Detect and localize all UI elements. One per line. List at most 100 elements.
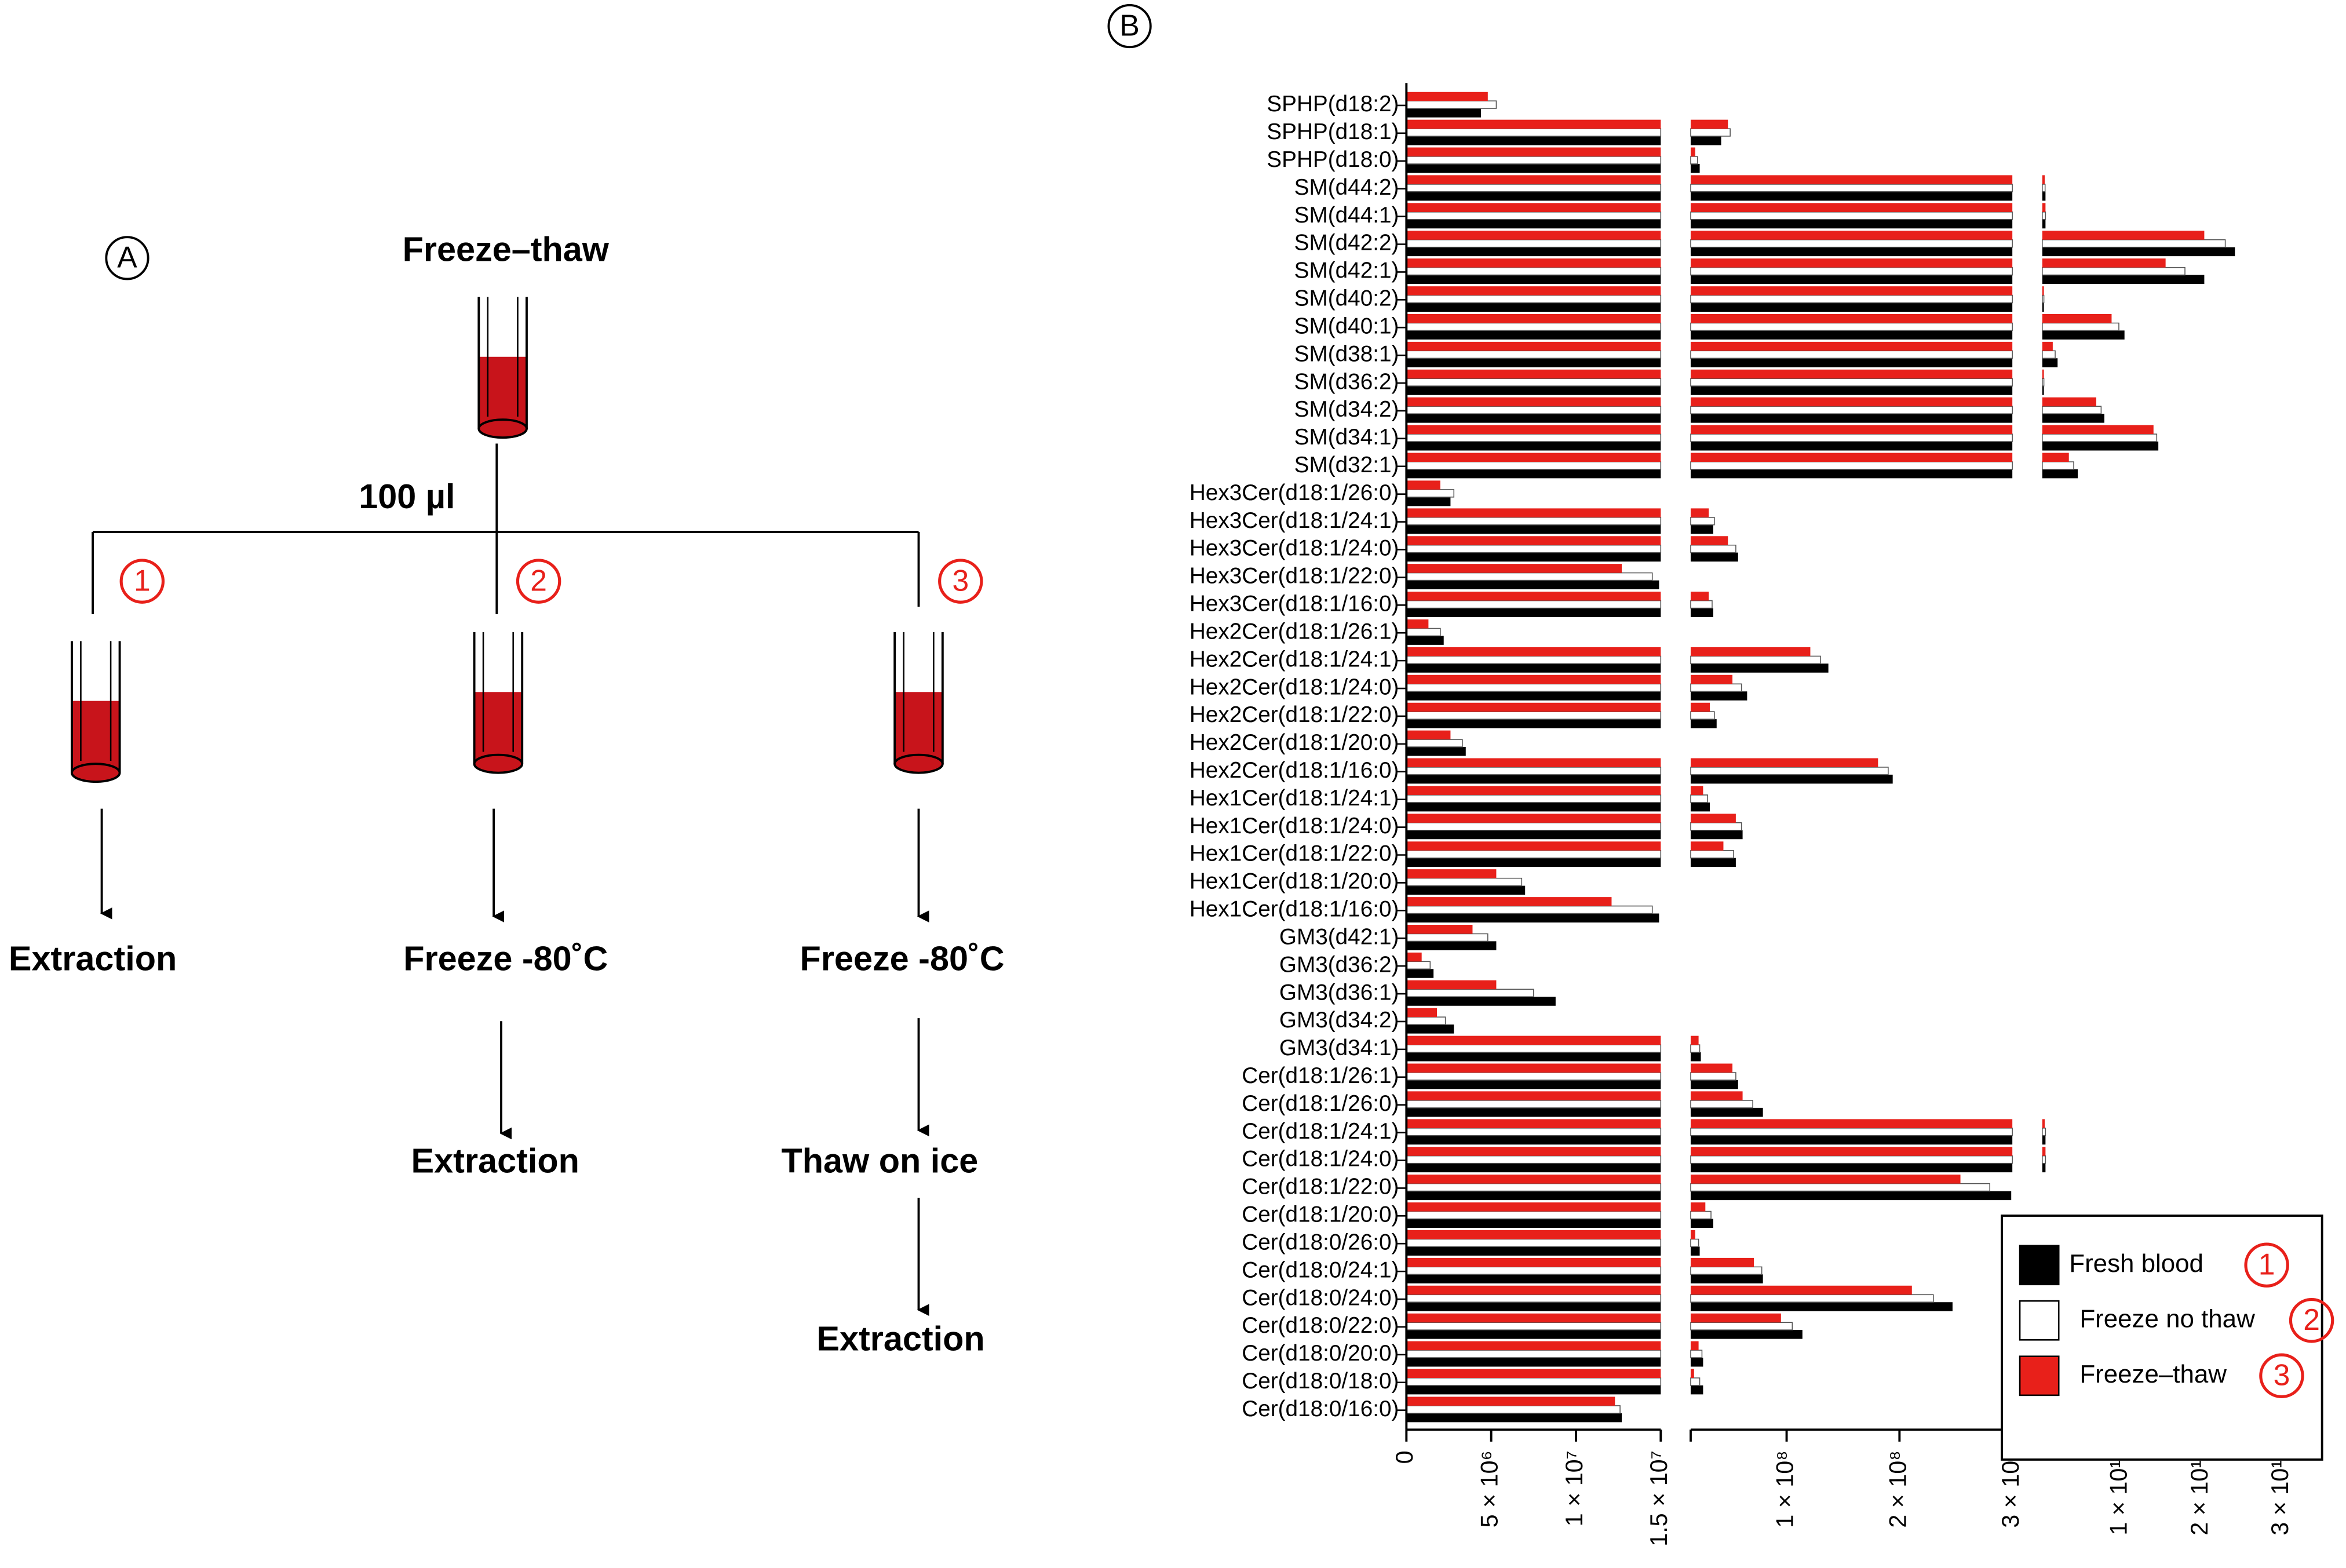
bar	[1406, 425, 2154, 435]
bar	[1406, 730, 1451, 740]
y-tick-label: Cer(d18:1/22:0)	[1242, 1175, 1399, 1199]
x-tick-label: 2 × 10¹⁰	[2186, 1450, 2213, 1535]
bar	[1406, 647, 1811, 657]
bar	[1406, 378, 2045, 386]
bar	[1406, 877, 1523, 887]
bar	[1406, 191, 2046, 201]
y-tick-label: SM(d32:1)	[1294, 453, 1399, 477]
y-tick-label: GM3(d34:1)	[1279, 1035, 1399, 1060]
bar	[1406, 980, 1497, 990]
bar	[1406, 897, 1612, 906]
bar	[1406, 636, 1444, 645]
y-tick-label: GM3(d42:1)	[1279, 924, 1399, 949]
bar	[1406, 1313, 1781, 1323]
split-lines	[92, 443, 920, 614]
y-tick-label: Cer(d18:0/24:1)	[1242, 1257, 1399, 1282]
y-tick-label: Cer(d18:1/20:0)	[1242, 1202, 1399, 1227]
bar	[1406, 1266, 1763, 1275]
bar	[1406, 869, 1497, 878]
bar	[1406, 219, 2046, 229]
bar	[1406, 184, 2046, 192]
bar	[1406, 592, 1709, 601]
legend-marker: 3	[2274, 1358, 2290, 1392]
y-tick-label: Cer(d18:1/26:1)	[1242, 1063, 1399, 1088]
x-tick-label: 5 × 10⁶	[1476, 1450, 1503, 1527]
bar	[1406, 997, 1556, 1006]
bar	[1406, 231, 2205, 240]
panel-b: B 0 5 × 10⁶ 1 × 10⁷ 1.5 × 10⁷ 1 × 10⁸ 2 × 10⁸…	[1107, 3, 2334, 1547]
bar	[1406, 119, 1728, 129]
y-tick-label: SM(d40:1)	[1294, 313, 1399, 338]
bar	[1406, 1202, 1706, 1212]
bar	[1406, 163, 1700, 173]
bar	[1406, 961, 1431, 970]
bar	[1406, 1175, 1961, 1184]
bar	[1406, 1052, 1701, 1062]
bar	[1406, 1072, 1736, 1081]
bar	[1406, 969, 1434, 978]
y-tick-label: Cer(d18:0/16:0)	[1242, 1396, 1399, 1421]
bar	[1406, 711, 1715, 720]
y-tick-label: Cer(d18:1/26:0)	[1242, 1091, 1399, 1116]
y-tick-label: SM(d34:1)	[1294, 425, 1399, 450]
branch-marker: 3	[952, 563, 969, 597]
y-tick-label: Hex2Cer(d18:1/24:0)	[1190, 674, 1399, 699]
bar	[1406, 619, 1429, 629]
panel-label-circle	[105, 236, 149, 280]
y-tick-label: SPHP(d18:0)	[1267, 147, 1399, 172]
step: Extraction	[411, 1141, 579, 1180]
bar	[1406, 1238, 1699, 1248]
x-tick-label: 1 × 10⁷	[1561, 1450, 1588, 1526]
bar	[1406, 989, 1534, 997]
bar	[1406, 1080, 1738, 1089]
bar	[1406, 1230, 1695, 1239]
bar	[1406, 489, 1455, 498]
legend-marker: 1	[2259, 1247, 2275, 1281]
bar	[1406, 913, 1659, 922]
bar	[1406, 830, 1743, 840]
step: Freeze -80˚C	[800, 939, 1005, 978]
bar	[1406, 600, 1713, 609]
bar	[1406, 794, 1708, 803]
bar	[1406, 350, 2056, 359]
bar	[1406, 1257, 1754, 1267]
bar	[1406, 100, 1497, 109]
y-tick-label: Hex2Cer(d18:1/20:0)	[1190, 730, 1399, 755]
bar	[1406, 128, 1731, 137]
bar	[1406, 330, 2125, 340]
y-tick-label: Hex2Cer(d18:1/16:0)	[1190, 758, 1399, 783]
y-tick-label: SM(d40:2)	[1294, 286, 1399, 311]
bar	[1406, 1119, 2045, 1128]
bar	[1406, 1350, 1703, 1358]
bar	[1406, 1246, 1700, 1256]
bar	[1406, 739, 1463, 747]
legend-marker-circle	[2244, 1242, 2289, 1288]
bar	[1406, 517, 1715, 526]
bar	[1406, 497, 1451, 506]
bar	[1406, 933, 1488, 942]
bar	[1406, 905, 1653, 914]
bar	[1406, 1128, 2046, 1136]
y-tick-label: SPHP(d18:1)	[1267, 119, 1399, 144]
y-tick-label: Hex3Cer(d18:1/16:0)	[1190, 592, 1399, 617]
bar	[1406, 1377, 1701, 1386]
bar	[1406, 1183, 1990, 1192]
legend-label: Freeze–thaw	[2079, 1360, 2227, 1388]
y-tick-label: Hex3Cer(d18:1/24:1)	[1190, 508, 1399, 533]
bar	[1406, 691, 1747, 701]
y-tick-label: SM(d44:2)	[1294, 175, 1399, 200]
x-tick-label: 3 × 10⁸	[1997, 1450, 2024, 1527]
y-tick-label: Cer(d18:0/26:0)	[1242, 1230, 1399, 1255]
y-tick-label: Cer(d18:1/24:1)	[1242, 1119, 1399, 1144]
bar	[1406, 258, 2166, 268]
bar	[1406, 1341, 1699, 1351]
legend-swatch	[2019, 1300, 2060, 1341]
step: Extraction	[9, 939, 177, 978]
bar	[1406, 524, 1713, 534]
x-tick-label: 1 × 10⁸	[1771, 1450, 1798, 1527]
bar	[1406, 552, 1738, 562]
bar	[1406, 1302, 1953, 1311]
bar	[1406, 628, 1441, 637]
bar	[1406, 386, 2044, 395]
y-tick-label: GM3(d34:2)	[1279, 1008, 1399, 1033]
